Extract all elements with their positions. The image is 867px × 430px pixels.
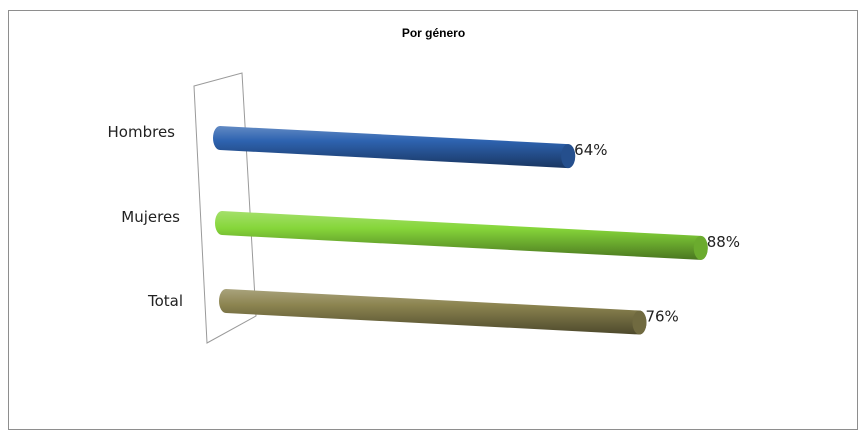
chart-back-wall bbox=[193, 72, 257, 344]
chart-title: Por género bbox=[401, 26, 466, 40]
bar-total bbox=[219, 289, 647, 335]
bar-end-cap bbox=[561, 144, 576, 169]
category-label: Total bbox=[147, 292, 183, 310]
bar-mujeres bbox=[215, 211, 708, 260]
bar-body bbox=[215, 211, 708, 260]
bar-hombres bbox=[213, 126, 576, 169]
bar-end-cap bbox=[632, 310, 647, 335]
bar-body bbox=[219, 289, 647, 335]
category-label: Mujeres bbox=[121, 208, 180, 226]
value-label: 88% bbox=[707, 233, 740, 251]
chart-frame bbox=[8, 10, 858, 430]
bar-body bbox=[213, 126, 576, 169]
value-label: 76% bbox=[645, 307, 678, 325]
bar-end-cap bbox=[693, 235, 708, 260]
value-label: 64% bbox=[574, 141, 607, 159]
category-label: Hombres bbox=[108, 123, 176, 141]
